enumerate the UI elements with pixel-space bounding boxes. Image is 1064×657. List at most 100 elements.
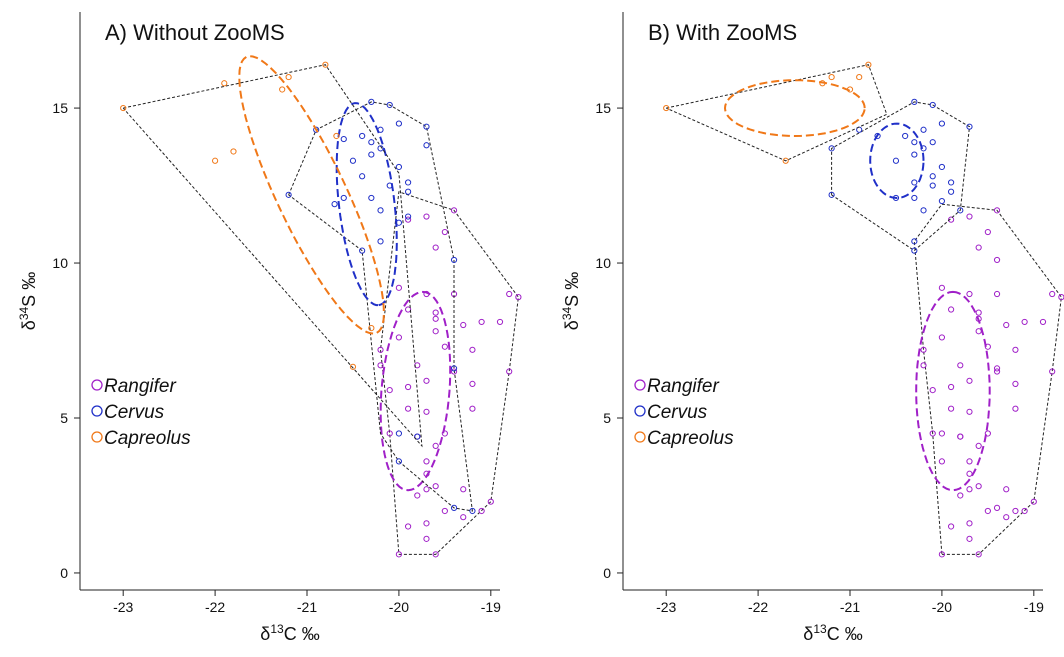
point [1049, 368, 1056, 375]
point [377, 238, 384, 245]
x-tick-label: -22 [748, 599, 768, 615]
point [441, 228, 448, 236]
point [368, 151, 375, 158]
point [947, 306, 955, 313]
chart-title: A) Without ZooMS [105, 20, 285, 45]
legend-marker [634, 431, 646, 443]
point [377, 145, 384, 152]
point [1012, 380, 1019, 388]
point [993, 256, 1001, 264]
point [368, 194, 375, 202]
point [404, 213, 412, 220]
x-tick-label: -21 [297, 599, 317, 615]
point [423, 458, 430, 465]
y-axis-label-part: S ‰ [562, 272, 582, 307]
point [975, 315, 982, 322]
point [975, 551, 982, 558]
point [892, 157, 900, 164]
point [929, 182, 936, 189]
x-axis-label-part: C ‰ [284, 624, 320, 644]
point [432, 328, 439, 335]
point [340, 194, 347, 202]
point [441, 343, 448, 350]
point [333, 132, 340, 140]
point [846, 86, 854, 93]
chart-title: B) With ZooMS [648, 20, 797, 45]
x-tick-label: -23 [113, 599, 133, 615]
point [349, 157, 357, 164]
ellipse [915, 290, 991, 492]
point [441, 430, 448, 437]
point [423, 470, 430, 477]
point [432, 315, 439, 322]
y-tick-label: 0 [60, 565, 68, 581]
point [377, 126, 384, 133]
y-axis-label-part: S ‰ [19, 272, 39, 307]
point [966, 486, 973, 493]
point [386, 101, 393, 109]
hull [665, 64, 888, 162]
point [313, 126, 320, 133]
point [423, 535, 430, 542]
point [911, 139, 918, 146]
point [395, 120, 403, 127]
point [938, 120, 946, 127]
point [993, 368, 1001, 375]
point [929, 101, 936, 109]
point [929, 387, 936, 394]
point [938, 551, 946, 558]
point [432, 244, 439, 251]
hull [913, 203, 1062, 555]
point [902, 132, 909, 140]
point [957, 362, 964, 369]
point [368, 139, 375, 146]
y-tick-label: 0 [603, 565, 611, 581]
point [1003, 321, 1010, 329]
point [938, 430, 946, 437]
point [460, 514, 467, 521]
hull [122, 64, 423, 448]
point [404, 179, 412, 186]
point [1003, 514, 1010, 521]
point [1030, 498, 1037, 505]
point [993, 207, 1001, 214]
x-tick-label: -19 [1024, 599, 1044, 615]
point [469, 507, 476, 515]
point [423, 408, 430, 415]
point [285, 73, 292, 81]
point [975, 442, 982, 449]
legend-label: Cervus [104, 402, 165, 423]
ellipse [335, 102, 398, 307]
point [359, 247, 366, 254]
point [966, 408, 973, 415]
y-tick-label: 15 [595, 100, 611, 116]
point [984, 507, 991, 515]
point [911, 179, 918, 186]
point [828, 73, 835, 81]
point [322, 61, 329, 68]
legend-label: Rangifer [647, 376, 719, 397]
x-axis-label-part: C ‰ [827, 624, 863, 644]
point [1049, 290, 1056, 298]
point [828, 191, 835, 198]
point [423, 520, 430, 527]
point [920, 145, 927, 152]
point [920, 126, 927, 133]
point [966, 213, 973, 220]
point [947, 523, 955, 530]
point [911, 98, 918, 105]
point [966, 470, 973, 477]
point [414, 433, 421, 440]
point [938, 458, 946, 465]
point [368, 98, 375, 105]
point [911, 247, 918, 254]
point [395, 163, 403, 171]
point [460, 486, 467, 493]
point [966, 520, 973, 527]
point [496, 318, 504, 326]
point [285, 191, 292, 198]
y-tick-label: 10 [595, 255, 611, 271]
point [1021, 318, 1028, 326]
point [469, 346, 476, 353]
legend-label: Capreolus [647, 428, 734, 449]
